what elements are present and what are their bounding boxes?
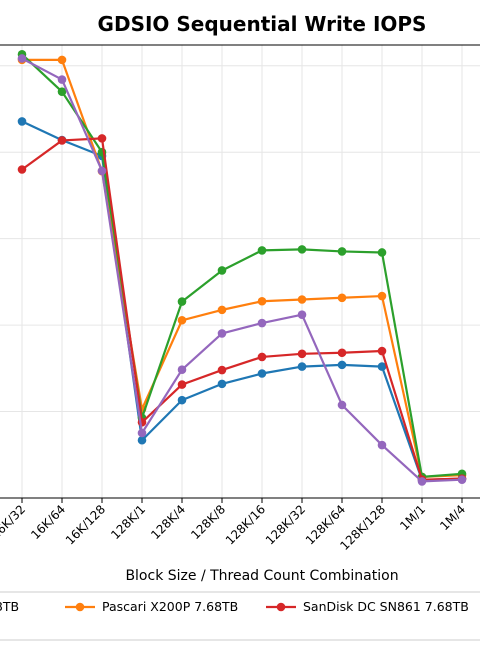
data-point (57, 75, 67, 84)
x-tick-label: 1M/1 (397, 502, 428, 533)
x-tick-label: 16K/128 (63, 502, 108, 547)
x-tick-label: 16K/32 (0, 502, 28, 542)
data-point (17, 117, 27, 126)
data-point (217, 305, 227, 315)
data-point (177, 395, 187, 405)
series-line (21, 53, 463, 479)
series-line (21, 57, 463, 483)
data-point (177, 365, 187, 375)
legend-item: SanDisk DC SN861 7.68TB (266, 599, 469, 614)
x-tick-label: 128K/8 (188, 502, 228, 542)
x-tick-label: 16K/64 (28, 502, 68, 542)
data-point (17, 54, 27, 63)
data-point (377, 291, 387, 301)
legend-item: 7.68TB (0, 599, 19, 614)
data-point (57, 136, 67, 145)
data-point (217, 329, 227, 338)
data-point (337, 348, 347, 358)
legend: 7.68TB Pascari X200P 7.68TB SanDisk DC SN8… (0, 591, 480, 641)
series-line (21, 120, 463, 482)
legend-marker (276, 602, 286, 612)
data-point (217, 379, 227, 389)
legend-label: 7.68TB (0, 599, 19, 614)
data-point (177, 380, 187, 389)
series-line (22, 58, 463, 479)
data-point (257, 296, 267, 306)
data-point (97, 166, 107, 176)
x-axis-label: Block Size / Thread Count Combination (125, 568, 398, 584)
series-4 (17, 134, 467, 484)
x-tick-label: 128K/1 (108, 502, 148, 542)
data-point (177, 297, 187, 306)
x-tick-label: 1M/4 (437, 502, 468, 533)
data-point (17, 165, 27, 174)
data-point (97, 134, 107, 143)
data-point (457, 475, 467, 484)
x-tick-label: 128K/32 (263, 502, 308, 547)
data-point (217, 365, 227, 375)
x-tick-label: 128K/4 (148, 502, 188, 542)
plot-area (17, 50, 467, 486)
legend-label: SanDisk DC SN861 7.68TB (303, 599, 469, 614)
data-point (257, 246, 267, 255)
data-point (257, 369, 267, 378)
series-line (21, 137, 463, 481)
data-point (377, 362, 387, 371)
data-point (377, 440, 387, 450)
axes (0, 44, 480, 499)
data-point (297, 245, 307, 254)
data-point (337, 400, 347, 410)
data-point (377, 346, 387, 356)
data-point (177, 315, 187, 325)
data-point (337, 360, 347, 370)
series-5 (17, 54, 467, 486)
data-point (377, 248, 387, 257)
grid (0, 45, 480, 499)
data-point (217, 266, 227, 275)
data-point (337, 293, 347, 303)
data-point (57, 87, 67, 96)
data-point (137, 428, 147, 438)
legend-marker (75, 602, 85, 612)
legend-label: Pascari X200P 7.68TB (102, 599, 238, 614)
data-point (137, 435, 147, 445)
chart-title: GDSIO Sequential Write IOPS (98, 12, 427, 36)
data-point (337, 247, 347, 256)
data-point (257, 352, 267, 362)
data-point (297, 310, 307, 320)
data-point (257, 318, 267, 328)
x-tick-label: 128K/16 (223, 502, 268, 547)
data-point (297, 349, 307, 359)
data-point (57, 55, 67, 65)
series-1 (17, 117, 467, 485)
data-point (297, 362, 307, 371)
data-point (297, 295, 307, 304)
data-point (417, 477, 427, 486)
legend-item: Pascari X200P 7.68TB (65, 599, 238, 614)
legend-box (0, 591, 480, 641)
